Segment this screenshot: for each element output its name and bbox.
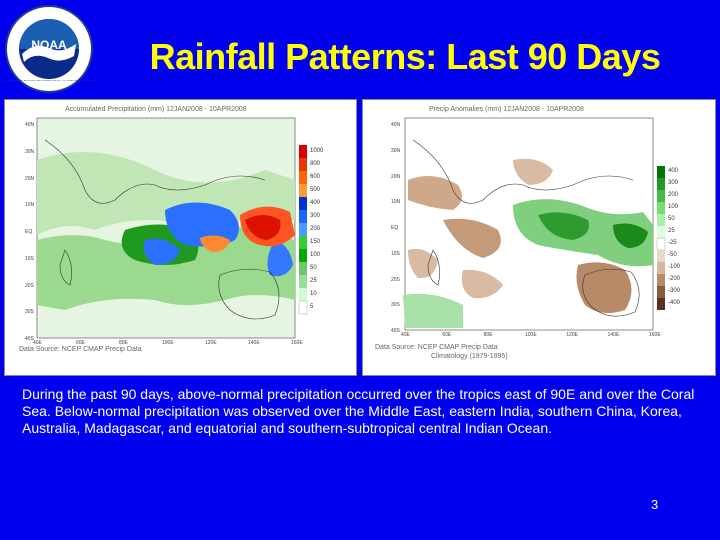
- colorbar-label: 50: [310, 265, 317, 271]
- lon-tick-label: 140E: [248, 340, 260, 346]
- right-map-title: Precip Anomalies (mm) 12JAN2008 - 10APR2…: [429, 106, 584, 113]
- left-map-title: Accumulated Precipitation (mm) 12JAN2008…: [65, 106, 247, 113]
- lon-tick-label: 120E: [205, 340, 217, 346]
- colorbar-label: 1000: [310, 148, 324, 154]
- colorbar-label: -400: [668, 300, 681, 306]
- colorbar-label: 300: [310, 213, 321, 219]
- lon-tick-label: 160E: [291, 340, 303, 346]
- colorbar-label: 5: [310, 304, 314, 310]
- lon-tick-label: 80E: [119, 340, 128, 346]
- colorbar-label: 300: [668, 180, 679, 186]
- colorbar-label: -100: [668, 264, 681, 270]
- lat-tick-label: 40S: [25, 336, 34, 342]
- colorbar-label: 100: [310, 252, 321, 258]
- lat-tick-label: EQ: [25, 229, 33, 235]
- colorbar-label: 150: [310, 239, 321, 245]
- lat-tick-label: 20N: [391, 173, 401, 180]
- lat-tick-label: 10S: [25, 255, 34, 262]
- lat-tick-label: EQ: [391, 225, 399, 231]
- page-number: 3: [651, 497, 659, 512]
- left-map-canvas: [36, 117, 308, 339]
- lon-tick-label: 60E: [76, 340, 85, 346]
- lat-tick-label: 30N: [391, 147, 401, 154]
- colorbar-label: 500: [310, 187, 321, 193]
- slide-caption: During the past 90 days, above-normal pr…: [22, 386, 695, 436]
- colorbar-label: 25: [310, 278, 317, 284]
- lat-tick-label: 30S: [25, 309, 34, 316]
- lon-tick-label: 120E: [566, 332, 579, 338]
- colorbar-label: 50: [668, 216, 675, 222]
- colorbar-label: -200: [668, 276, 681, 282]
- accumulated-precip-map: Accumulated Precipitation (mm) 12JAN2008…: [4, 99, 357, 376]
- lat-tick-label: 40N: [25, 122, 35, 128]
- right-map-credit-climatology: Climatology (1979-1995): [431, 353, 508, 360]
- colorbar-label: 10: [310, 291, 317, 297]
- lat-tick-label: 20S: [25, 282, 34, 289]
- logo-text: NOAA: [31, 38, 67, 52]
- colorbar-label: 800: [310, 161, 321, 167]
- colorbar-label: 25: [668, 228, 675, 234]
- lat-tick-label: 40S: [391, 328, 400, 334]
- right-map-credit: Data Source: NCEP CMAP Precip Data: [375, 344, 498, 351]
- lon-tick-label: 40E: [401, 332, 410, 338]
- lat-tick-label: 30N: [25, 148, 35, 155]
- lat-tick-label: 20S: [391, 276, 400, 283]
- lon-tick-label: 60E: [442, 332, 452, 338]
- colorbar-label: -300: [668, 288, 681, 294]
- colorbar-label: 400: [310, 200, 321, 206]
- colorbar-label: 400: [668, 168, 679, 174]
- lon-tick-label: 160E: [649, 332, 661, 338]
- left-colorbar: [298, 145, 308, 315]
- colorbar-label: 600: [310, 174, 321, 180]
- lat-tick-label: 40N: [391, 122, 401, 128]
- left-map-credit: Data Source: NCEP CMAP Precip Data: [19, 346, 142, 353]
- lon-tick-label: 100E: [162, 340, 174, 346]
- lat-tick-label: 10S: [391, 250, 400, 257]
- lat-tick-label: 20N: [25, 175, 35, 182]
- colorbar-label: -50: [668, 252, 677, 258]
- colorbar-label: 200: [310, 226, 321, 232]
- precip-anomaly-map: Precip Anomalies (mm) 12JAN2008 - 10APR2…: [362, 99, 716, 376]
- right-colorbar: [656, 166, 666, 310]
- colorbar-label: 200: [668, 192, 679, 198]
- lon-tick-label: 80E: [483, 332, 493, 338]
- lon-tick-label: 40E: [33, 340, 42, 346]
- colorbar-label: -25: [668, 240, 677, 246]
- lat-tick-label: 10N: [391, 199, 401, 206]
- lat-tick-label: 10N: [25, 202, 35, 209]
- lat-tick-label: 30S: [391, 302, 400, 309]
- slide-title: Rainfall Patterns: Last 90 Days: [149, 36, 661, 77]
- right-map-canvas: [403, 117, 666, 331]
- lon-tick-label: 100E: [525, 332, 537, 338]
- noaa-logo: NOAA NATIONAL OCEANIC AND ATMOSPHERIC AD…: [4, 4, 94, 94]
- lon-tick-label: 140E: [607, 332, 620, 338]
- logo-ring-text: NATIONAL OCEANIC AND ATMOSPHERIC ADMINIS…: [4, 80, 94, 82]
- colorbar-label: 100: [668, 204, 679, 210]
